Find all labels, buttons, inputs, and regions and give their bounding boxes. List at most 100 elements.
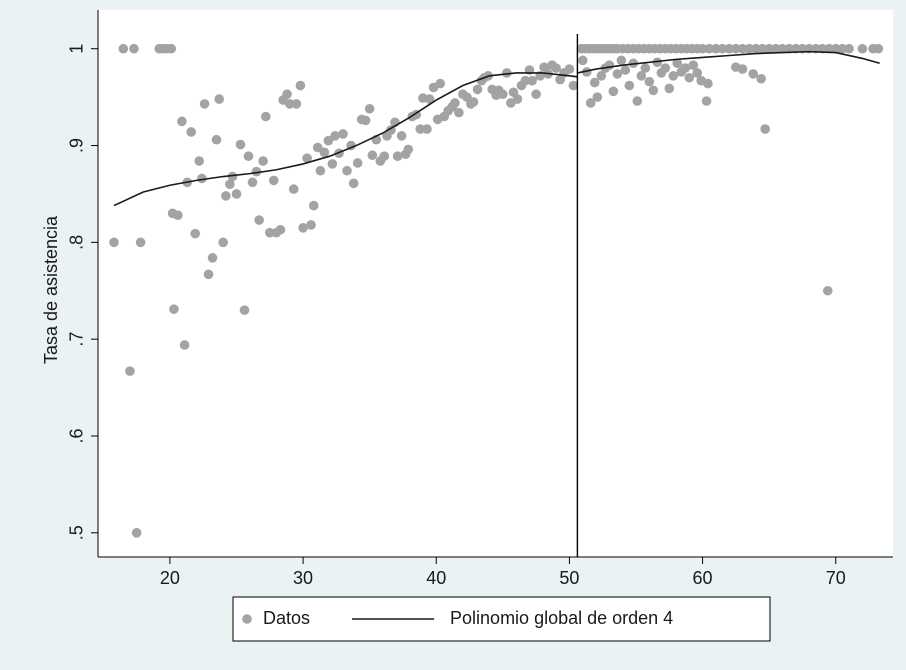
data-point xyxy=(527,75,537,86)
y-axis-label: Tasa de asistencia xyxy=(41,215,61,364)
data-point xyxy=(109,237,119,248)
data-point xyxy=(291,99,302,109)
data-point xyxy=(312,142,323,153)
data-point xyxy=(757,43,768,54)
data-point xyxy=(364,103,375,114)
data-point xyxy=(824,43,834,54)
data-point xyxy=(203,269,214,280)
data-point xyxy=(608,86,619,97)
data-point xyxy=(592,92,603,102)
y-tick-label: .6 xyxy=(67,428,87,443)
data-point xyxy=(282,89,292,100)
data-point xyxy=(268,175,279,186)
data-point xyxy=(704,43,715,54)
data-point xyxy=(422,124,432,134)
data-point xyxy=(194,156,205,166)
data-point xyxy=(564,64,575,74)
data-point xyxy=(218,237,228,248)
data-point xyxy=(764,43,774,54)
data-point xyxy=(512,94,523,104)
data-point xyxy=(315,165,326,176)
data-point xyxy=(771,43,781,54)
data-point xyxy=(644,76,655,87)
data-point xyxy=(472,84,483,95)
data-point xyxy=(284,99,295,109)
data-point xyxy=(186,127,197,137)
data-point xyxy=(620,65,631,75)
data-point xyxy=(454,107,464,118)
data-point xyxy=(352,158,363,168)
data-point xyxy=(857,43,868,54)
data-point xyxy=(604,60,615,70)
legend-box xyxy=(232,596,771,642)
x-tick-label: 30 xyxy=(293,568,313,588)
data-point xyxy=(251,166,262,177)
data-point xyxy=(288,184,299,194)
data-point xyxy=(760,124,770,134)
data-point xyxy=(756,73,766,84)
data-point xyxy=(392,151,403,161)
data-point xyxy=(225,179,235,190)
data-point xyxy=(227,171,238,182)
data-point xyxy=(342,165,352,176)
x-tick-label: 20 xyxy=(160,568,180,588)
data-point xyxy=(668,71,679,81)
data-point xyxy=(415,124,426,134)
data-point xyxy=(327,159,338,169)
data-point xyxy=(751,43,761,54)
data-point xyxy=(295,80,306,91)
data-point xyxy=(360,115,371,126)
y-tick-label: .8 xyxy=(67,235,87,250)
data-point xyxy=(243,151,254,161)
data-point xyxy=(731,43,741,54)
data-point xyxy=(581,67,592,77)
data-point xyxy=(403,144,414,155)
data-point xyxy=(701,96,712,106)
data-point xyxy=(231,189,242,199)
data-point xyxy=(790,43,801,54)
x-tick-label: 70 xyxy=(826,568,846,588)
data-point xyxy=(367,150,378,161)
data-point xyxy=(502,68,512,78)
data-point xyxy=(319,147,330,158)
data-point xyxy=(817,43,828,54)
data-point xyxy=(169,304,179,314)
data-point xyxy=(247,177,258,188)
data-point xyxy=(135,237,146,248)
data-point xyxy=(207,253,218,263)
data-point xyxy=(711,43,721,54)
data-point xyxy=(235,139,246,150)
data-point xyxy=(302,153,312,163)
data-point xyxy=(717,43,728,54)
data-point xyxy=(632,96,643,106)
y-tick-label: 1 xyxy=(67,44,87,54)
plot-area xyxy=(98,10,893,557)
legend-marker xyxy=(242,614,252,624)
y-tick-label: .9 xyxy=(67,138,87,153)
data-point xyxy=(672,58,683,69)
y-tick-label: .5 xyxy=(67,525,87,540)
data-point xyxy=(624,80,635,91)
data-point xyxy=(837,43,848,54)
data-point xyxy=(379,151,390,161)
data-point xyxy=(680,63,691,73)
data-point xyxy=(784,43,794,54)
data-point xyxy=(468,97,479,107)
data-point xyxy=(551,63,561,73)
legend-label: Polinomio global de orden 4 xyxy=(450,608,673,628)
data-point xyxy=(166,43,177,54)
data-point xyxy=(703,78,713,89)
data-point xyxy=(520,75,531,86)
data-point xyxy=(435,78,446,89)
data-point xyxy=(596,71,607,81)
data-point xyxy=(660,63,671,73)
data-point xyxy=(199,99,210,109)
data-point xyxy=(692,68,703,78)
data-point xyxy=(260,111,271,122)
x-tick-label: 40 xyxy=(426,568,446,588)
data-point xyxy=(323,135,334,146)
x-tick-label: 60 xyxy=(693,568,713,588)
data-point xyxy=(254,215,264,225)
